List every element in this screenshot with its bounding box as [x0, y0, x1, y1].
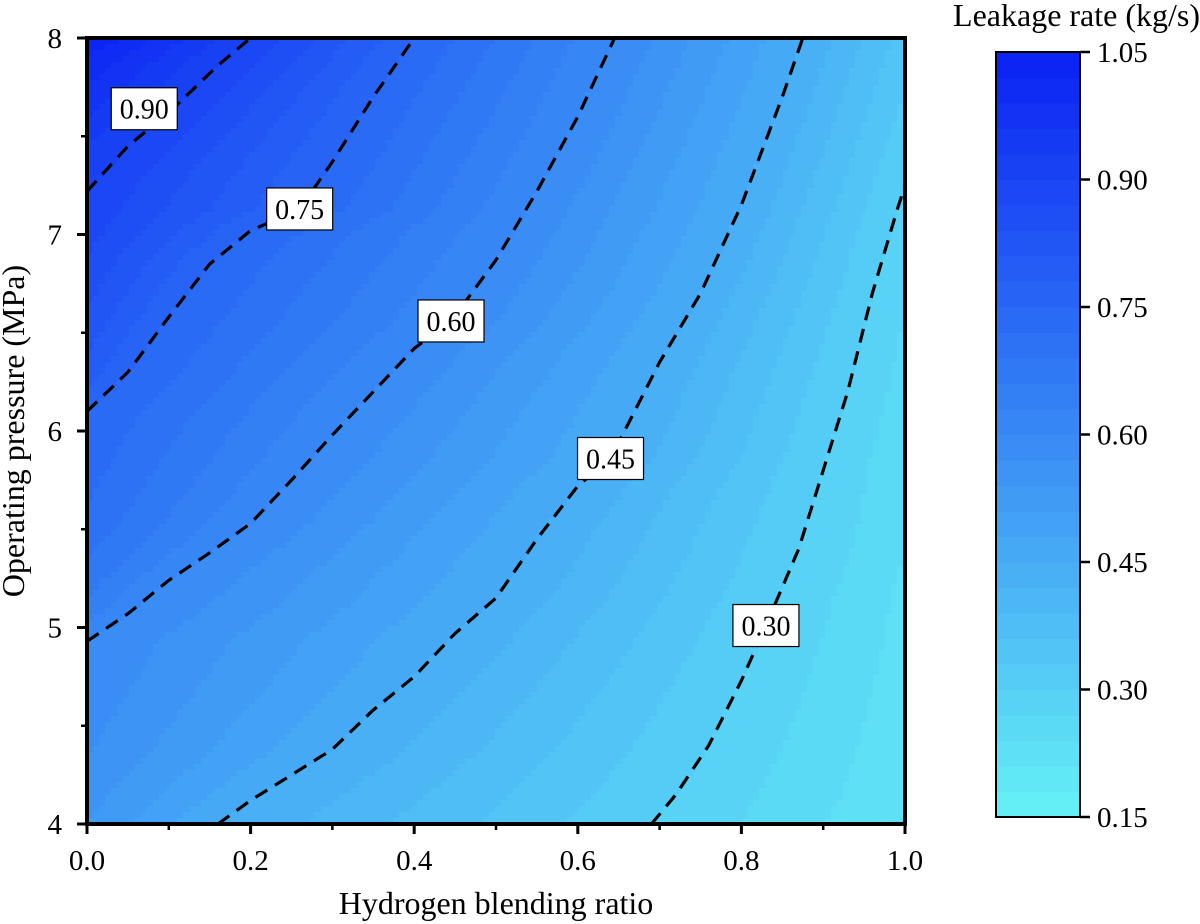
contour-label-0.45: 0.45	[586, 445, 635, 476]
colorbar-band	[996, 460, 1080, 486]
colorbar-band	[996, 129, 1080, 155]
colorbar-band	[996, 409, 1080, 435]
colorbar-band	[996, 664, 1080, 690]
colorbar-ticks: 0.15 0.30 0.45 0.60 0.75 0.90 1.05	[1080, 37, 1148, 834]
colorbar	[996, 52, 1080, 818]
colorbar-band	[996, 435, 1080, 461]
colorbar-title: Leakage rate (kg/s)	[953, 0, 1200, 33]
colorbar-band	[996, 690, 1080, 716]
colorbar-band	[996, 103, 1080, 129]
colorbar-band	[996, 715, 1080, 741]
colorbar-tick-label: 0.90	[1097, 165, 1148, 197]
x-axis: 0.0 0.2 0.4 0.6 0.8 1.0	[69, 824, 923, 877]
colorbar-band	[996, 588, 1080, 614]
contour-label-0.60: 0.60	[427, 307, 476, 338]
colorbar-band	[996, 486, 1080, 512]
colorbar-band	[996, 333, 1080, 359]
x-tick-label: 0.8	[723, 845, 759, 877]
colorbar-band	[996, 358, 1080, 384]
contour-label-0.30: 0.30	[741, 612, 790, 643]
colorbar-band	[996, 154, 1080, 180]
x-tick-label: 0.0	[69, 845, 105, 877]
colorbar-band	[996, 78, 1080, 104]
colorbar-band	[996, 766, 1080, 792]
x-tick-label: 0.2	[232, 845, 268, 877]
colorbar-band	[996, 639, 1080, 665]
colorbar-tick-label: 0.15	[1097, 802, 1148, 834]
x-tick-label: 1.0	[887, 845, 923, 877]
y-tick-label: 7	[48, 220, 63, 252]
colorbar-band	[996, 307, 1080, 333]
colorbar-tick-label: 0.30	[1097, 675, 1148, 707]
x-tick-label: 0.4	[396, 845, 433, 877]
colorbar-tick-label: 0.45	[1097, 547, 1148, 579]
y-tick-label: 8	[48, 23, 63, 55]
colorbar-band	[996, 384, 1080, 410]
colorbar-band	[996, 256, 1080, 282]
y-tick-label: 6	[48, 416, 63, 448]
colorbar-tick-label: 0.60	[1097, 420, 1148, 452]
y-tick-label: 5	[48, 613, 63, 645]
colorbar-band	[996, 511, 1080, 537]
colorbar-band	[996, 205, 1080, 231]
colorbar-band	[996, 741, 1080, 767]
y-axis: 4 5 6 7 8	[48, 23, 88, 841]
contour-label-0.75: 0.75	[275, 195, 324, 226]
colorbar-band	[996, 562, 1080, 588]
colorbar-tick-label: 0.75	[1097, 292, 1148, 324]
colorbar-band	[996, 792, 1080, 818]
contour-label-0.90: 0.90	[120, 95, 169, 126]
colorbar-band	[996, 180, 1080, 206]
colorbar-band	[996, 231, 1080, 257]
contour-fill-area	[87, 38, 910, 825]
y-tick-label: 4	[48, 809, 63, 841]
x-axis-title: Hydrogen blending ratio	[339, 885, 654, 921]
colorbar-band	[996, 613, 1080, 639]
colorbar-band	[996, 282, 1080, 308]
y-axis-title: Operating pressure (MPa)	[0, 265, 31, 597]
colorbar-band	[996, 52, 1080, 78]
colorbar-tick-label: 1.05	[1097, 37, 1148, 69]
colorbar-band	[996, 537, 1080, 563]
x-tick-label: 0.6	[560, 845, 596, 877]
